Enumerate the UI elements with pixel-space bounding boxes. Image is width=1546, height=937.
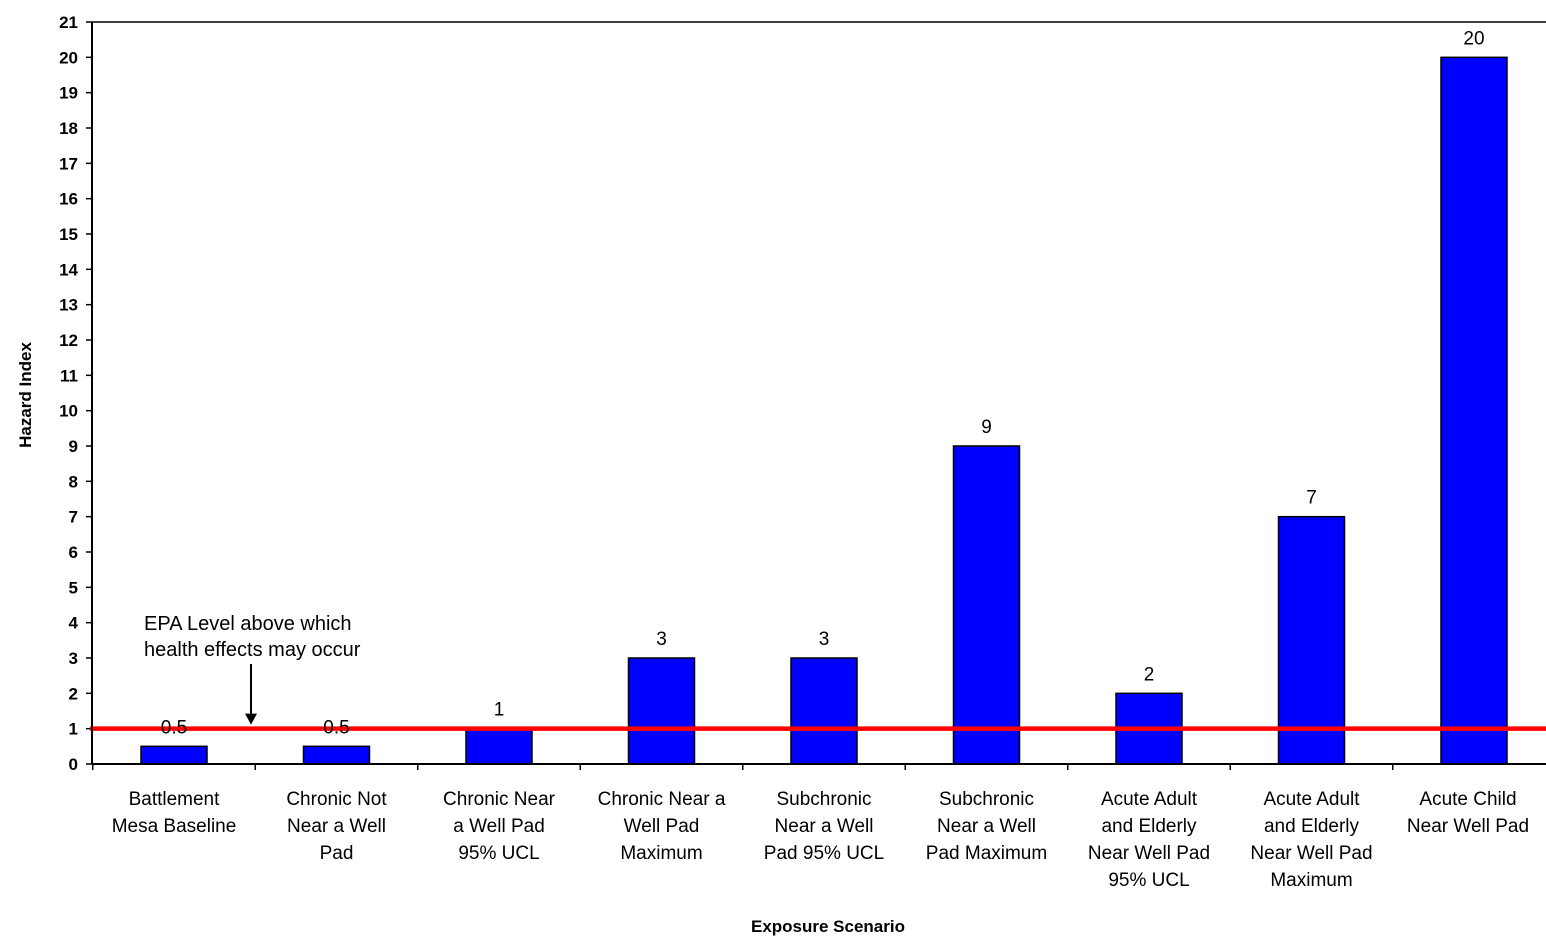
- data-label: 1: [494, 700, 505, 721]
- data-label: 3: [819, 629, 830, 650]
- y-tick-label: 16: [59, 190, 78, 209]
- y-tick-label: 10: [59, 402, 78, 421]
- data-label: 0.5: [323, 717, 349, 738]
- y-tick-label: 18: [59, 119, 78, 138]
- data-label: 3: [656, 629, 667, 650]
- bar: [627, 657, 696, 765]
- data-label: 20: [1463, 28, 1484, 49]
- epa-annotation: EPA Level above which health effects may …: [144, 613, 361, 725]
- y-tick-label: 21: [59, 13, 78, 32]
- y-tick-label: 11: [60, 366, 78, 385]
- category-label: Chronic Near a Well Pad 95% UCL: [443, 789, 556, 864]
- y-tick-label: 5: [69, 578, 78, 597]
- y-tick-label: 12: [59, 331, 78, 350]
- data-label: 7: [1306, 488, 1317, 509]
- y-tick-label: 6: [69, 543, 78, 562]
- y-tick-label: 17: [59, 154, 78, 173]
- data-label: 9: [981, 417, 992, 438]
- axes: [91, 21, 1546, 765]
- y-tick-label: 19: [59, 84, 78, 103]
- category-label: Acute Child Near Well Pad: [1407, 789, 1529, 837]
- bar: [1440, 56, 1508, 765]
- y-tick-label: 3: [69, 649, 78, 668]
- data-label: 2: [1144, 664, 1155, 685]
- category-label: Acute Adult and Elderly Near Well Pad Maxim…: [1250, 789, 1372, 891]
- y-tick-label: 9: [69, 437, 78, 456]
- x-axis-title: Exposure Scenario: [751, 917, 905, 936]
- y-tick-label: 0: [69, 755, 78, 774]
- y-tick-label: 8: [69, 472, 78, 491]
- category-label: Subchronic Near a Well Pad Maximum: [926, 789, 1047, 864]
- y-tick-label: 20: [59, 48, 78, 67]
- y-axis-title: Hazard Index: [16, 342, 35, 448]
- category-labels: Battlement Mesa Baseline Chronic Not Near a…: [112, 789, 1529, 891]
- bar: [952, 445, 1021, 765]
- bar: [140, 745, 208, 765]
- y-tick-label: 4: [69, 614, 79, 633]
- annotation-arrow-head: [245, 713, 257, 725]
- y-tick-label: 1: [69, 720, 78, 739]
- category-label: Chronic Near a Well Pad Maximum: [598, 789, 726, 864]
- y-tick-label: 7: [69, 508, 78, 527]
- category-label: Battlement Mesa Baseline: [112, 789, 237, 837]
- y-tick-label: 13: [59, 296, 78, 315]
- bar: [302, 745, 371, 765]
- category-label: Subchronic Near a Well Pad 95% UCL: [764, 789, 884, 864]
- y-tick-label: 14: [59, 260, 78, 279]
- y-tick-label: 2: [69, 684, 78, 703]
- category-label: Chronic Not Near a Well Pad: [286, 789, 387, 864]
- data-label: 0.5: [161, 717, 187, 738]
- bar: [465, 727, 533, 765]
- bar: [790, 657, 858, 765]
- annotation-text: EPA Level above which health effects may …: [144, 613, 361, 661]
- data-labels: 0.5 0.5 1 3 3 9 2 7 20: [161, 28, 1485, 738]
- bars: [140, 56, 1508, 765]
- category-label: Acute Adult and Elderly Near Well Pad 95% U…: [1088, 789, 1210, 891]
- bar: [1277, 515, 1346, 765]
- y-tick-label: 15: [59, 225, 78, 244]
